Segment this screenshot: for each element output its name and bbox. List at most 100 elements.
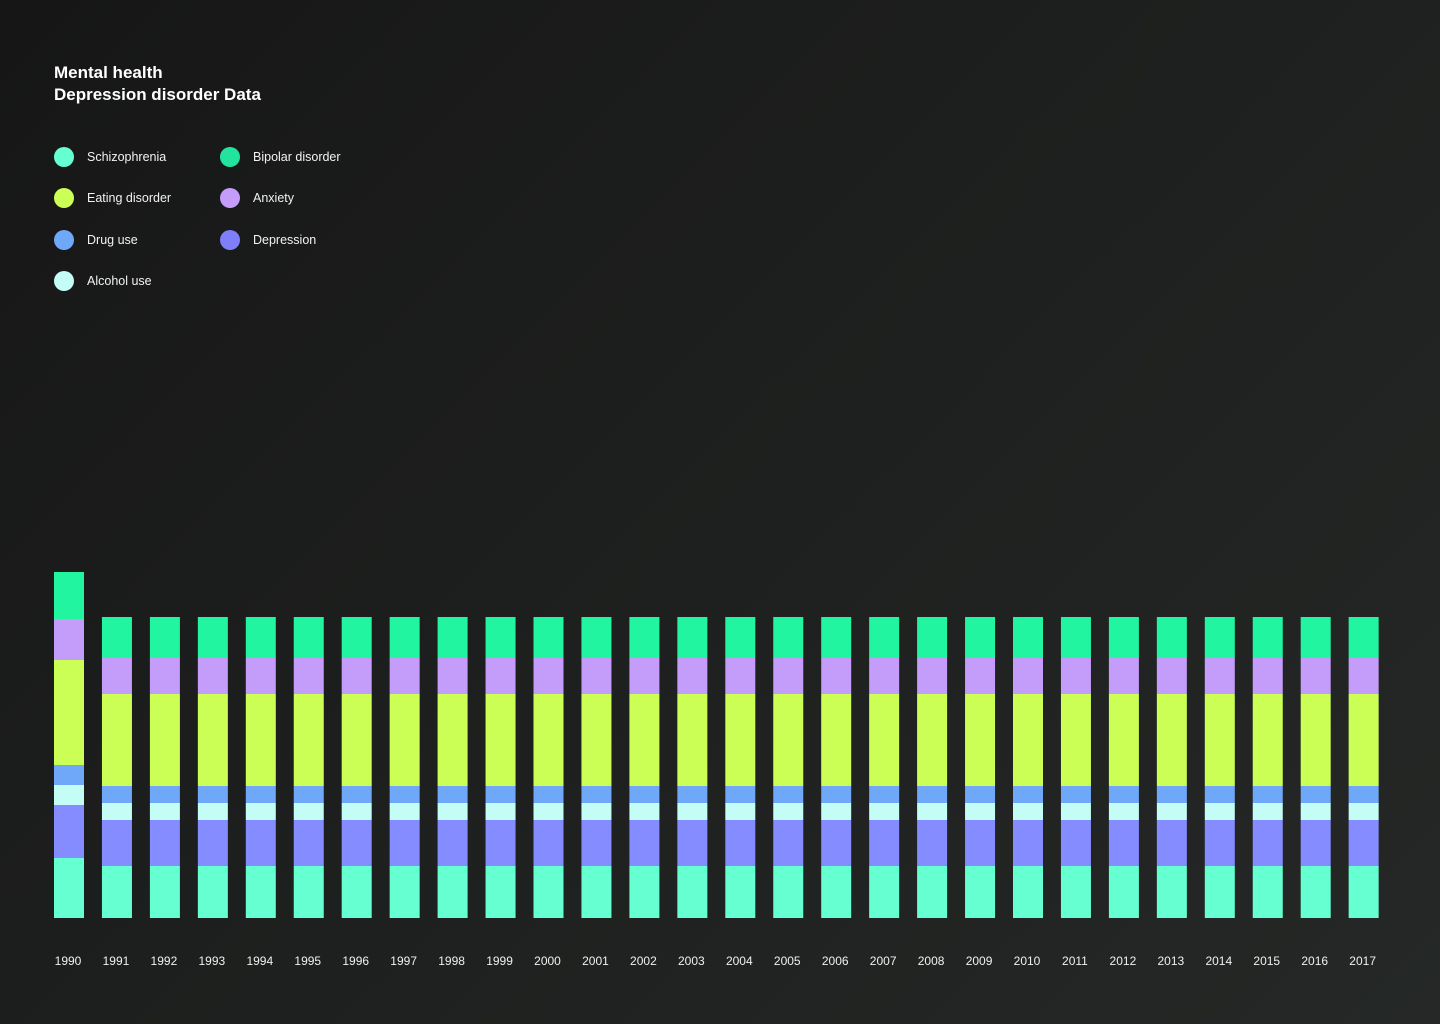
- bar-segment-alcohol-2015[interactable]: [1252, 803, 1283, 820]
- legend-item-alcohol-use[interactable]: Alcohol use: [54, 270, 152, 292]
- bar-segment-depression-1990[interactable]: [54, 805, 84, 858]
- bar-segment-alcohol-1996[interactable]: [341, 803, 372, 820]
- bar-segment-anxiety-2005[interactable]: [773, 658, 804, 694]
- bar-segment-anxiety-1999[interactable]: [485, 658, 516, 694]
- bar-segment-eating-1990[interactable]: [54, 660, 84, 765]
- bar-segment-alcohol-2006[interactable]: [821, 803, 852, 820]
- bar-segment-anxiety-2001[interactable]: [581, 658, 612, 694]
- bar-segment-eating-1999[interactable]: [485, 694, 516, 786]
- bar-segment-eating-2014[interactable]: [1204, 694, 1235, 786]
- bar-segment-alcohol-2004[interactable]: [725, 803, 756, 820]
- bar-segment-drug-1998[interactable]: [437, 786, 468, 803]
- bar-segment-drug-2011[interactable]: [1060, 786, 1091, 803]
- bar-segment-depression-2000[interactable]: [533, 820, 564, 866]
- bar-segment-alcohol-1998[interactable]: [437, 803, 468, 820]
- bar-segment-alcohol-2012[interactable]: [1108, 803, 1139, 820]
- bar-segment-alcohol-2013[interactable]: [1156, 803, 1187, 820]
- legend-item-drug-use[interactable]: Drug use: [54, 229, 138, 251]
- bar-segment-schizophrenia-2016[interactable]: [1300, 866, 1331, 918]
- bar-segment-bipolar-1995[interactable]: [293, 617, 324, 658]
- bar-segment-depression-2008[interactable]: [917, 820, 948, 866]
- bar-segment-anxiety-2017[interactable]: [1348, 658, 1379, 694]
- bar-segment-alcohol-1994[interactable]: [245, 803, 276, 820]
- bar-segment-schizophrenia-2017[interactable]: [1348, 866, 1379, 918]
- bar-segment-bipolar-2010[interactable]: [1013, 617, 1043, 658]
- bar-segment-depression-2012[interactable]: [1108, 820, 1139, 866]
- bar-segment-bipolar-2005[interactable]: [773, 617, 804, 658]
- bar-segment-anxiety-1993[interactable]: [197, 658, 228, 694]
- bar-segment-anxiety-2010[interactable]: [1013, 658, 1043, 694]
- bar-segment-drug-2007[interactable]: [869, 786, 900, 803]
- bar-segment-drug-1994[interactable]: [245, 786, 276, 803]
- bar-segment-schizophrenia-2001[interactable]: [581, 866, 612, 918]
- bar-segment-bipolar-2003[interactable]: [677, 617, 708, 658]
- bar-segment-anxiety-2011[interactable]: [1060, 658, 1091, 694]
- bar-segment-bipolar-1999[interactable]: [485, 617, 516, 658]
- bar-segment-schizophrenia-1997[interactable]: [389, 866, 420, 918]
- bar-segment-eating-1995[interactable]: [293, 694, 324, 786]
- bar-segment-eating-2008[interactable]: [917, 694, 948, 786]
- bar-segment-schizophrenia-2002[interactable]: [629, 866, 660, 918]
- bar-segment-eating-2009[interactable]: [965, 694, 996, 786]
- bar-segment-bipolar-1990[interactable]: [54, 572, 84, 619]
- bar-segment-eating-1997[interactable]: [389, 694, 420, 786]
- bar-segment-eating-1996[interactable]: [341, 694, 372, 786]
- bar-segment-anxiety-2015[interactable]: [1252, 658, 1283, 694]
- legend-item-bipolar-disorder[interactable]: Bipolar disorder: [220, 146, 341, 168]
- bar-segment-depression-2017[interactable]: [1348, 820, 1379, 866]
- bar-segment-schizophrenia-1991[interactable]: [101, 866, 132, 918]
- bar-segment-depression-1995[interactable]: [293, 820, 324, 866]
- bar-segment-bipolar-2006[interactable]: [821, 617, 852, 658]
- bar-segment-anxiety-2007[interactable]: [869, 658, 900, 694]
- bar-segment-schizophrenia-2004[interactable]: [725, 866, 756, 918]
- bar-segment-drug-2010[interactable]: [1013, 786, 1043, 803]
- bar-segment-bipolar-2004[interactable]: [725, 617, 756, 658]
- bar-segment-schizophrenia-2012[interactable]: [1108, 866, 1139, 918]
- bar-segment-drug-1992[interactable]: [149, 786, 180, 803]
- bar-segment-eating-2000[interactable]: [533, 694, 564, 786]
- bar-segment-alcohol-2003[interactable]: [677, 803, 708, 820]
- bar-segment-eating-2013[interactable]: [1156, 694, 1187, 786]
- bar-segment-depression-2015[interactable]: [1252, 820, 1283, 866]
- bar-segment-depression-1993[interactable]: [197, 820, 228, 866]
- bar-segment-depression-1999[interactable]: [485, 820, 516, 866]
- bar-segment-drug-2001[interactable]: [581, 786, 612, 803]
- bar-segment-schizophrenia-1994[interactable]: [245, 866, 276, 918]
- bar-segment-alcohol-1999[interactable]: [485, 803, 516, 820]
- legend-item-schizophrenia[interactable]: Schizophrenia: [54, 146, 166, 168]
- bar-segment-schizophrenia-1995[interactable]: [293, 866, 324, 918]
- bar-segment-bipolar-2011[interactable]: [1060, 617, 1091, 658]
- bar-segment-eating-2001[interactable]: [581, 694, 612, 786]
- bar-segment-bipolar-2007[interactable]: [869, 617, 900, 658]
- bar-segment-alcohol-2016[interactable]: [1300, 803, 1331, 820]
- bar-segment-drug-2008[interactable]: [917, 786, 948, 803]
- bar-segment-eating-2007[interactable]: [869, 694, 900, 786]
- bar-segment-drug-1995[interactable]: [293, 786, 324, 803]
- bar-segment-eating-2016[interactable]: [1300, 694, 1331, 786]
- bar-segment-bipolar-1993[interactable]: [197, 617, 228, 658]
- bar-segment-schizophrenia-2013[interactable]: [1156, 866, 1187, 918]
- bar-segment-depression-2011[interactable]: [1060, 820, 1091, 866]
- bar-segment-alcohol-2007[interactable]: [869, 803, 900, 820]
- bar-segment-drug-2003[interactable]: [677, 786, 708, 803]
- bar-segment-eating-2002[interactable]: [629, 694, 660, 786]
- bar-segment-eating-1993[interactable]: [197, 694, 228, 786]
- bar-segment-anxiety-1994[interactable]: [245, 658, 276, 694]
- bar-segment-depression-2001[interactable]: [581, 820, 612, 866]
- bar-segment-bipolar-2017[interactable]: [1348, 617, 1379, 658]
- bar-segment-drug-2015[interactable]: [1252, 786, 1283, 803]
- bar-segment-drug-1999[interactable]: [485, 786, 516, 803]
- bar-segment-drug-2004[interactable]: [725, 786, 756, 803]
- bar-segment-drug-1996[interactable]: [341, 786, 372, 803]
- bar-segment-bipolar-1994[interactable]: [245, 617, 276, 658]
- bar-segment-bipolar-2013[interactable]: [1156, 617, 1187, 658]
- bar-segment-schizophrenia-1999[interactable]: [485, 866, 516, 918]
- bar-segment-eating-2004[interactable]: [725, 694, 756, 786]
- bar-segment-anxiety-2012[interactable]: [1108, 658, 1139, 694]
- bar-segment-drug-2000[interactable]: [533, 786, 564, 803]
- bar-segment-depression-2010[interactable]: [1013, 820, 1043, 866]
- bar-segment-eating-2003[interactable]: [677, 694, 708, 786]
- bar-segment-bipolar-1991[interactable]: [101, 617, 132, 658]
- bar-segment-drug-2002[interactable]: [629, 786, 660, 803]
- bar-segment-schizophrenia-2003[interactable]: [677, 866, 708, 918]
